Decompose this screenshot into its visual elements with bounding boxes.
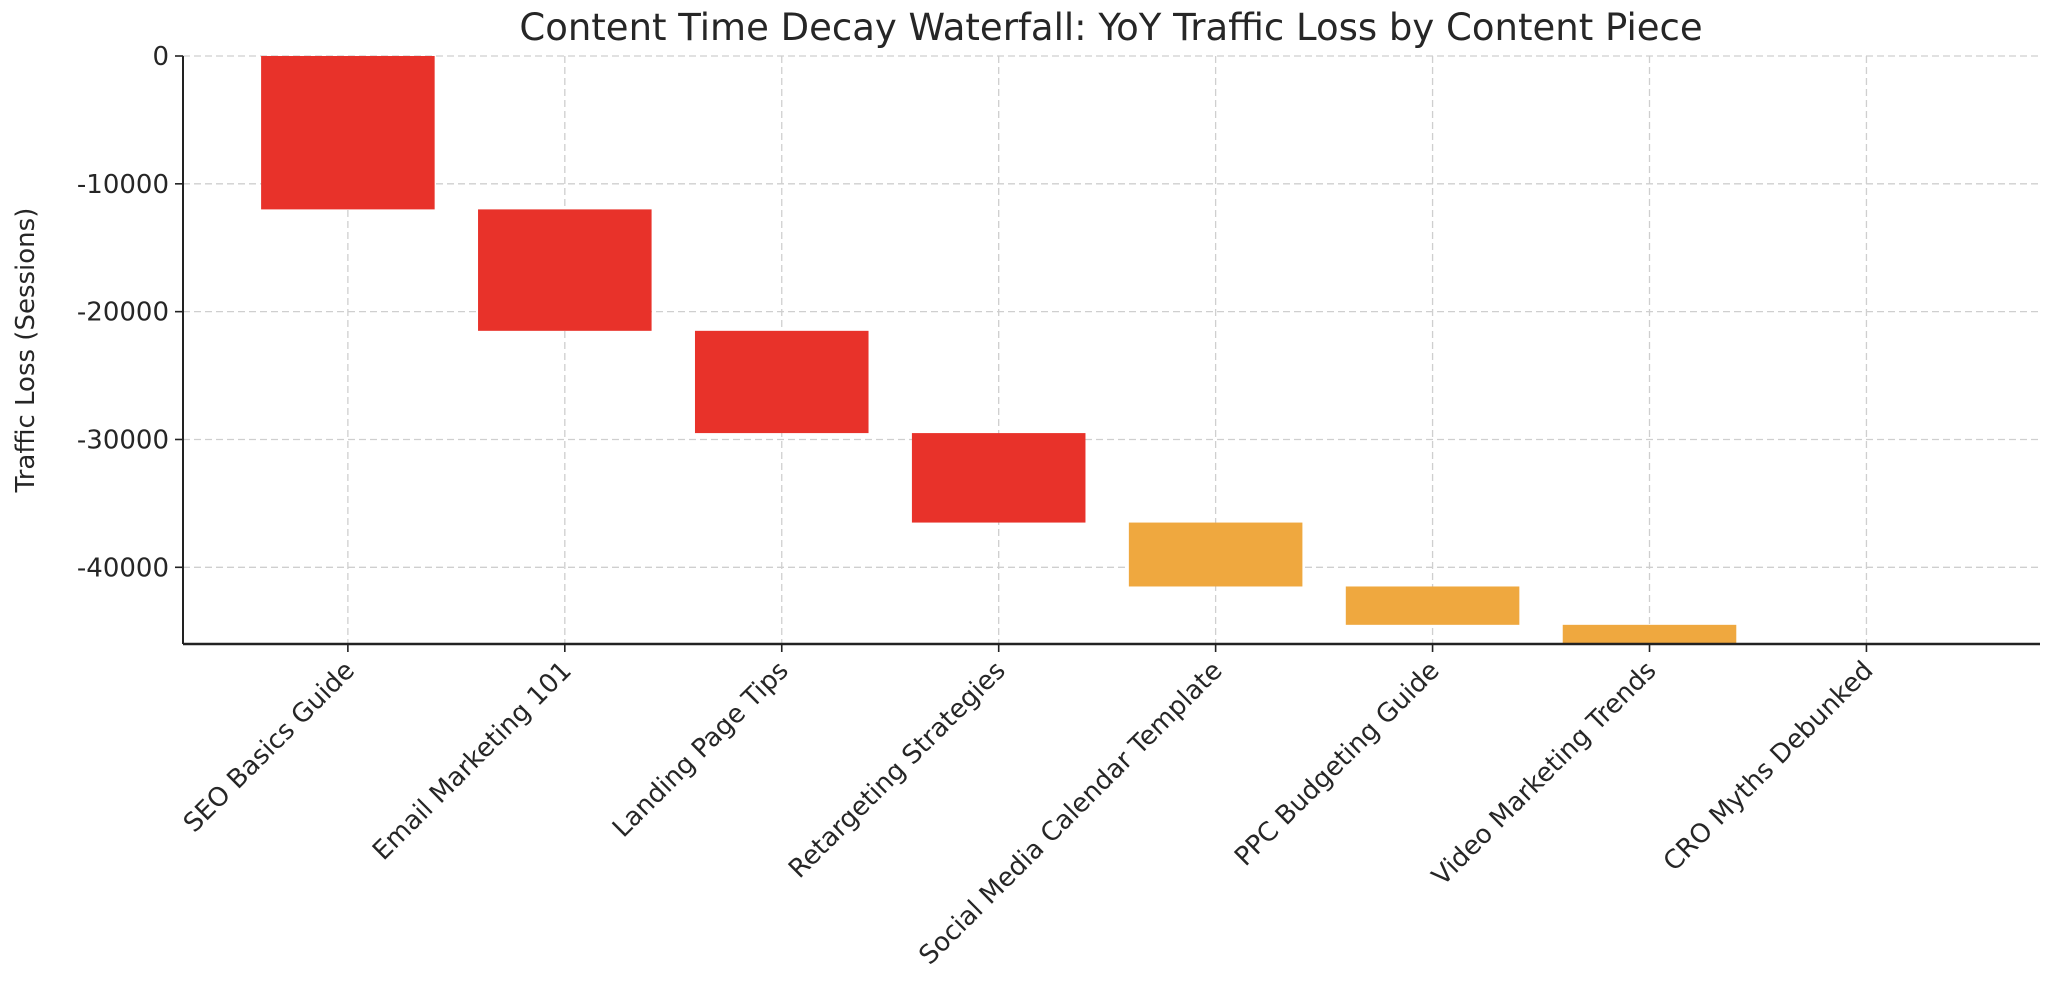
bar-retargeting-strategies xyxy=(911,433,1086,523)
bar-email-marketing-101 xyxy=(478,209,652,331)
chart-title: Content Time Decay Waterfall: YoY Traffi… xyxy=(519,6,1702,49)
y-tick-label: -30000 xyxy=(77,425,169,455)
x-tick-label: SEO Basics Guide xyxy=(178,656,361,839)
bar-ppc-budgeting-guide xyxy=(1345,586,1520,625)
axes xyxy=(175,55,2040,652)
x-tick-label: Email Marketing 101 xyxy=(367,656,578,867)
x-tick-label: Video Marketing Trends xyxy=(1427,656,1663,892)
y-tick-label: -10000 xyxy=(77,170,169,200)
bars xyxy=(261,56,1737,644)
y-tick-label: -20000 xyxy=(77,298,169,328)
bar-seo-basics-guide xyxy=(261,56,435,210)
grid xyxy=(183,55,2040,644)
bar-social-media-calendar-template xyxy=(1128,522,1303,587)
y-axis-label: Traffic Loss (Sessions) xyxy=(11,208,41,494)
y-tick-label: 0 xyxy=(152,42,169,72)
x-tick-label: CRO Myths Debunked xyxy=(1658,656,1880,878)
y-tick-label: -40000 xyxy=(77,553,169,583)
x-tick-label: Landing Page Tips xyxy=(607,656,795,844)
x-tick-label: Retargeting Strategies xyxy=(783,656,1012,885)
bar-landing-page-tips xyxy=(694,330,869,434)
bar-video-marketing-trends xyxy=(1562,624,1737,644)
x-tick-label: PPC Budgeting Guide xyxy=(1229,656,1445,872)
